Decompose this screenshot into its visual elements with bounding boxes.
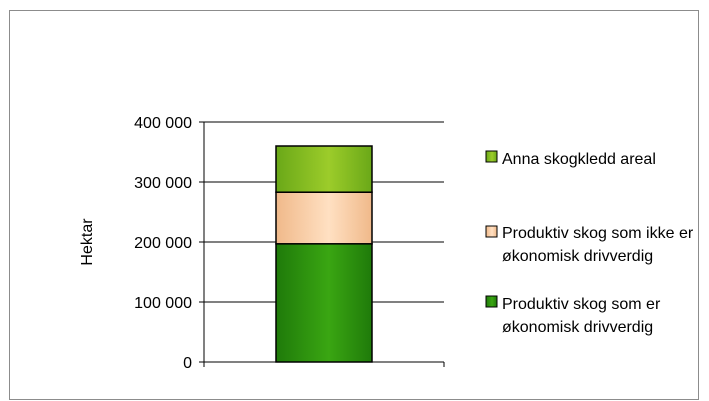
bar-segment-productive-non-economic <box>275 191 373 245</box>
y-tick-label: 100 000 <box>134 295 192 312</box>
bar-segment-productive-economic <box>275 243 373 363</box>
y-axis-title: Hektar <box>79 218 96 266</box>
legend-label: økonomisk drivverdig <box>502 319 653 336</box>
stacked-bar-chart: 0 100 000 200 000 300 000 400 000 Hektar Ann… <box>79 115 694 372</box>
y-tick-label: 0 <box>183 355 192 372</box>
bar-stack <box>275 145 373 363</box>
chart-frame: 0 100 000 200 000 300 000 400 000 Hektar Ann… <box>9 10 699 400</box>
legend-label: Produktiv skog som er <box>502 296 661 313</box>
legend: Anna skogkledd areal Produktiv skog som i… <box>485 150 694 336</box>
y-tick-labels: 0 100 000 200 000 300 000 400 000 <box>134 115 192 372</box>
legend-label: økonomisk drivverdig <box>502 248 653 265</box>
legend-label: Anna skogkledd areal <box>502 151 656 168</box>
y-tick-label: 400 000 <box>134 115 192 132</box>
legend-swatch <box>485 225 498 238</box>
legend-swatch <box>485 295 498 308</box>
legend-swatch <box>485 150 498 163</box>
bar-segment-other-wooded <box>275 145 373 193</box>
y-tick-label: 200 000 <box>134 235 192 252</box>
y-tick-label: 300 000 <box>134 175 192 192</box>
legend-label: Produktiv skog som ikke er <box>502 225 694 242</box>
